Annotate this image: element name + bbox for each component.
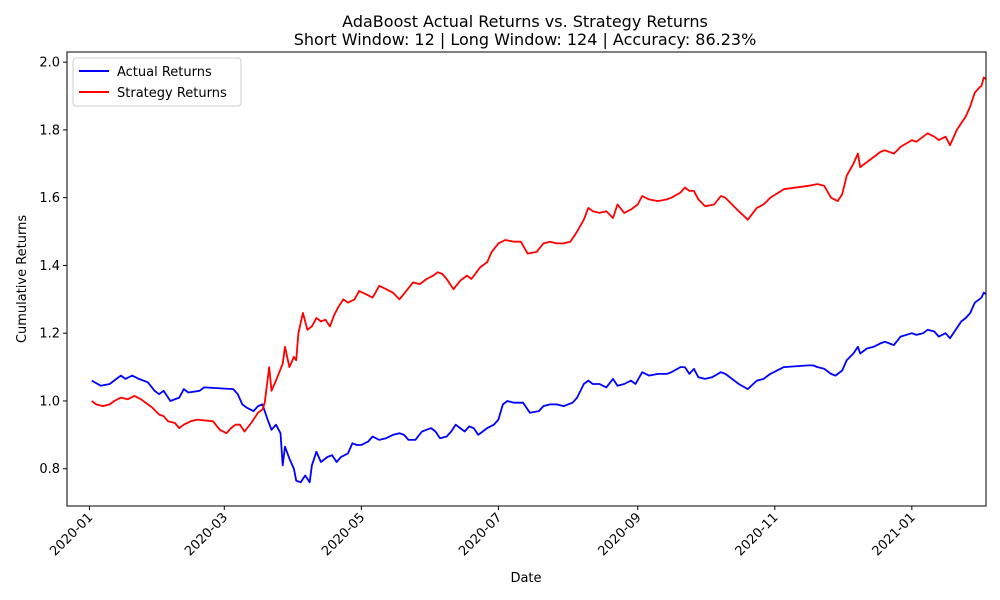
legend-box (72, 57, 242, 107)
y-tick-label: 1.4 (39, 259, 60, 274)
y-axis: 0.8 1.0 1.2 1.4 1.6 1.8 2.0 (39, 56, 67, 477)
y-tick-label: 1.8 (39, 123, 60, 138)
y-tick-label: 0.8 (39, 462, 60, 477)
y-tick-label: 2.0 (39, 56, 60, 71)
plot-area (67, 52, 986, 506)
y-tick-label: 1.6 (39, 191, 60, 206)
series-line-actual-returns (91, 291, 987, 484)
plot-frame (66, 51, 987, 507)
y-tick-label: 1.2 (39, 327, 60, 342)
y-axis-label: Cumulative Returns (15, 215, 30, 343)
x-axis-label: Date (510, 571, 541, 586)
series-line-strategy-returns (91, 76, 987, 435)
legend: Actual Returns Strategy Returns (72, 57, 242, 107)
chart-title: AdaBoost Actual Returns vs. Strategy Ret… (342, 12, 708, 31)
legend-label-actual-returns: Actual Returns (117, 65, 212, 80)
chart-subtitle: Short Window: 12 | Long Window: 124 | Ac… (294, 30, 757, 49)
series-layer (91, 76, 987, 484)
legend-label-strategy-returns: Strategy Returns (117, 86, 227, 101)
y-tick-label: 1.0 (39, 394, 60, 409)
